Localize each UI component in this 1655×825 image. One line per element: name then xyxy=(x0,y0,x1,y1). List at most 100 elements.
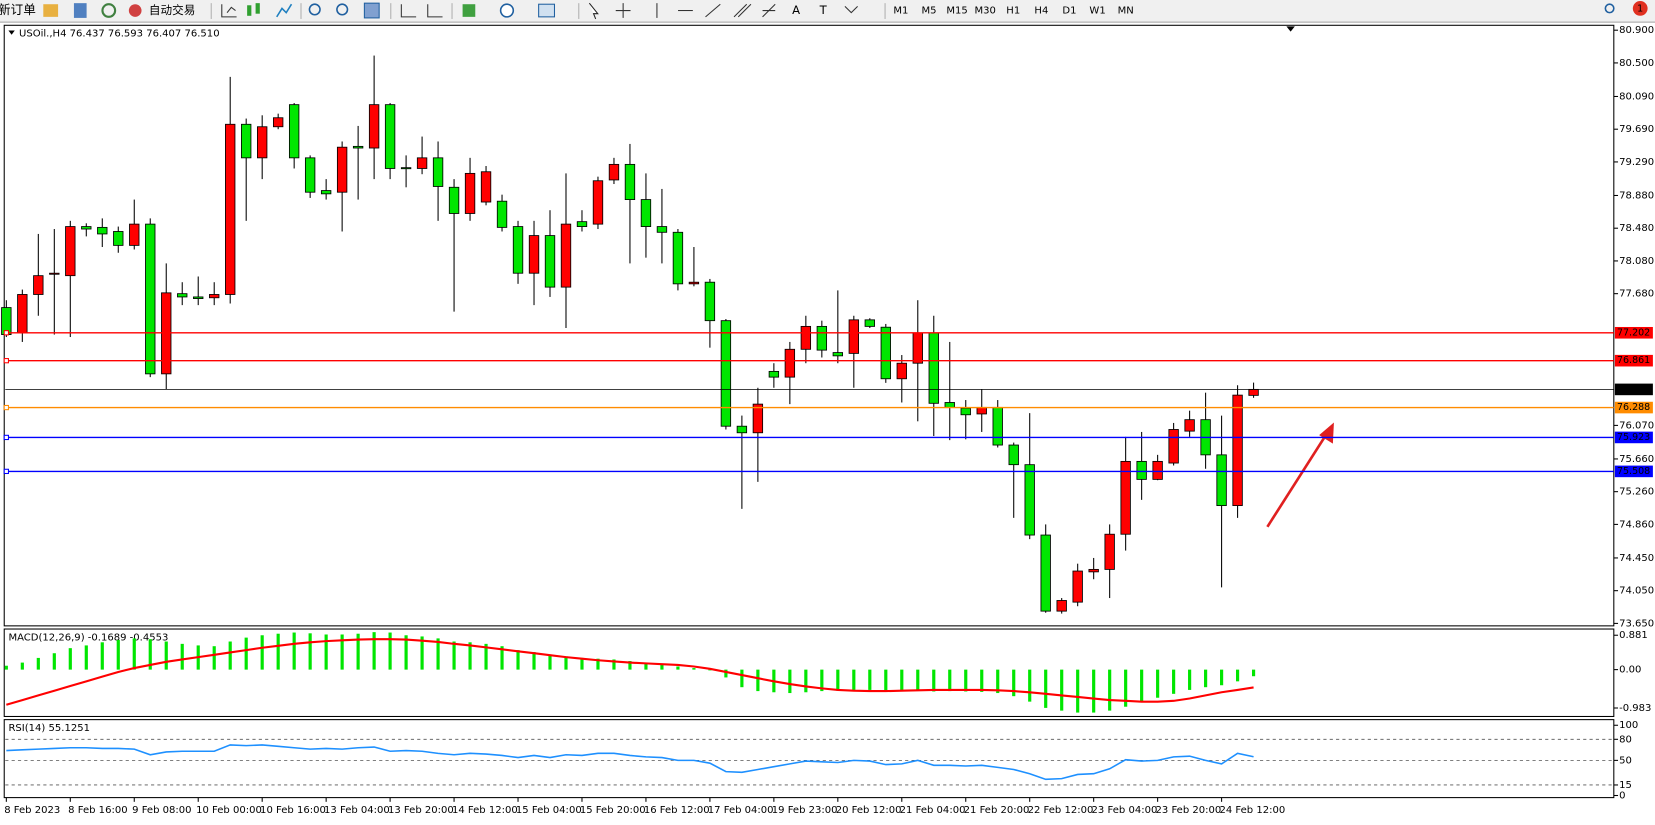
macd-histogram-bar xyxy=(388,632,392,670)
fibo-tool[interactable] xyxy=(762,3,776,18)
macd-histogram-bar xyxy=(868,669,872,690)
macd-histogram-bar xyxy=(996,669,1000,694)
macd-histogram-bar xyxy=(980,669,984,692)
icon[interactable] xyxy=(43,4,59,17)
y-tick-label: 15 xyxy=(1619,780,1632,791)
notification-badge[interactable] xyxy=(1632,1,1648,16)
auto-trading-button[interactable]: 自动交易 xyxy=(149,3,195,17)
rsi-line xyxy=(6,744,1254,781)
icon[interactable] xyxy=(538,3,556,18)
macd-histogram-bar xyxy=(756,669,760,692)
macd-histogram-bar xyxy=(564,656,568,670)
candle-body xyxy=(1056,600,1067,612)
macd-histogram-bar xyxy=(548,654,552,670)
timeframe-button[interactable]: M5 xyxy=(921,6,936,17)
timeframe-button[interactable]: H1 xyxy=(1006,6,1020,17)
macd-histogram-bar xyxy=(340,634,344,670)
macd-histogram-bar xyxy=(1172,669,1176,694)
y-tick-label: 75.660 xyxy=(1619,454,1654,465)
icon[interactable] xyxy=(363,2,380,19)
macd-histogram-bar xyxy=(36,657,40,670)
timeframe-button[interactable]: M15 xyxy=(946,6,967,17)
candle-body xyxy=(81,226,92,230)
icon[interactable] xyxy=(73,3,87,18)
level-tag-label: 75.923 xyxy=(1617,432,1650,443)
candle-body xyxy=(1120,460,1131,535)
new-order-button[interactable]: 新订单 xyxy=(0,2,36,17)
candle-body xyxy=(560,223,572,288)
auto-trading-icon[interactable] xyxy=(128,4,142,17)
level-tag-label: 75.508 xyxy=(1617,466,1650,477)
macd-histogram-bar xyxy=(852,669,856,690)
icon[interactable] xyxy=(221,4,237,18)
candle-body xyxy=(624,163,636,200)
channel-tool[interactable] xyxy=(733,3,752,18)
candle-body xyxy=(97,226,108,235)
notification-count: 1 xyxy=(1637,3,1643,14)
macd-histogram-bar xyxy=(948,669,952,692)
macd-histogram-bar xyxy=(1108,669,1112,711)
y-tick-label: 78.080 xyxy=(1619,256,1654,267)
candle-body xyxy=(241,123,252,159)
timeframe-button[interactable]: M1 xyxy=(893,6,908,17)
zoom-in[interactable] xyxy=(308,3,321,16)
icon[interactable] xyxy=(255,3,260,14)
drawing-tool[interactable]: A xyxy=(792,3,800,17)
icon[interactable] xyxy=(499,3,515,18)
macd-histogram-bar xyxy=(900,669,904,692)
candle-body xyxy=(352,145,364,149)
search-icon[interactable] xyxy=(1604,3,1615,14)
x-tick-label: 23 Feb 20:00 xyxy=(1156,805,1222,816)
trendline-tool[interactable] xyxy=(705,3,721,18)
icon[interactable] xyxy=(462,4,476,17)
y-tick-label: 80.900 xyxy=(1619,25,1654,36)
candle-body xyxy=(992,406,1003,446)
cursor-tool[interactable] xyxy=(588,2,599,20)
candle-body xyxy=(1168,429,1179,464)
timeframe-button[interactable]: D1 xyxy=(1062,6,1076,17)
candle-body xyxy=(720,320,732,427)
candle-body xyxy=(400,167,412,170)
macd-histogram-bar xyxy=(676,666,680,670)
arrow-line xyxy=(1266,433,1328,528)
candle-body xyxy=(640,199,652,227)
icon[interactable] xyxy=(247,5,252,16)
panel-menu-marker xyxy=(8,30,15,35)
zoom-out[interactable] xyxy=(336,3,349,16)
y-tick-label: 74.860 xyxy=(1619,519,1654,530)
level-tag-label: 76.288 xyxy=(1617,402,1650,413)
arrows-tool[interactable] xyxy=(844,5,858,14)
crosshair-tool[interactable] xyxy=(615,3,631,18)
timeframe-button[interactable]: M30 xyxy=(974,6,995,17)
candle-body xyxy=(113,231,124,246)
y-tick-label: 0 xyxy=(1619,791,1625,802)
candle-body xyxy=(416,157,428,169)
macd-histogram-bar xyxy=(468,642,472,670)
timeframe-button[interactable]: W1 xyxy=(1089,6,1105,17)
x-tick-label: 13 Feb 04:00 xyxy=(324,805,390,816)
y-tick-label: 79.690 xyxy=(1619,124,1654,135)
x-tick-label: 17 Feb 04:00 xyxy=(708,805,774,816)
panel-title: MACD(12,26,9) -0.1689 -0.4553 xyxy=(8,632,168,643)
icon[interactable] xyxy=(276,3,293,18)
macd-histogram-bar xyxy=(836,669,840,691)
toolbar: 新订单 自动交易 xyxy=(0,0,1655,23)
candle-body xyxy=(209,294,220,299)
annotation-arrow xyxy=(1266,422,1334,528)
x-tick-label: 16 Feb 12:00 xyxy=(644,805,710,816)
candle-body xyxy=(960,407,971,416)
drawing-tool[interactable]: T xyxy=(819,3,828,17)
macd-histogram-bar xyxy=(308,633,312,670)
icon[interactable] xyxy=(101,3,117,18)
macd-histogram-bar xyxy=(276,633,280,670)
candle-body xyxy=(752,403,764,434)
icon[interactable] xyxy=(427,4,443,18)
icon[interactable] xyxy=(400,4,417,18)
macd-panel xyxy=(3,628,1615,718)
timeframe-button[interactable]: MN xyxy=(1118,6,1134,17)
timeframe-button[interactable]: H4 xyxy=(1034,6,1048,17)
macd-histogram-bar xyxy=(132,638,136,670)
macd-histogram-bar xyxy=(484,643,488,670)
